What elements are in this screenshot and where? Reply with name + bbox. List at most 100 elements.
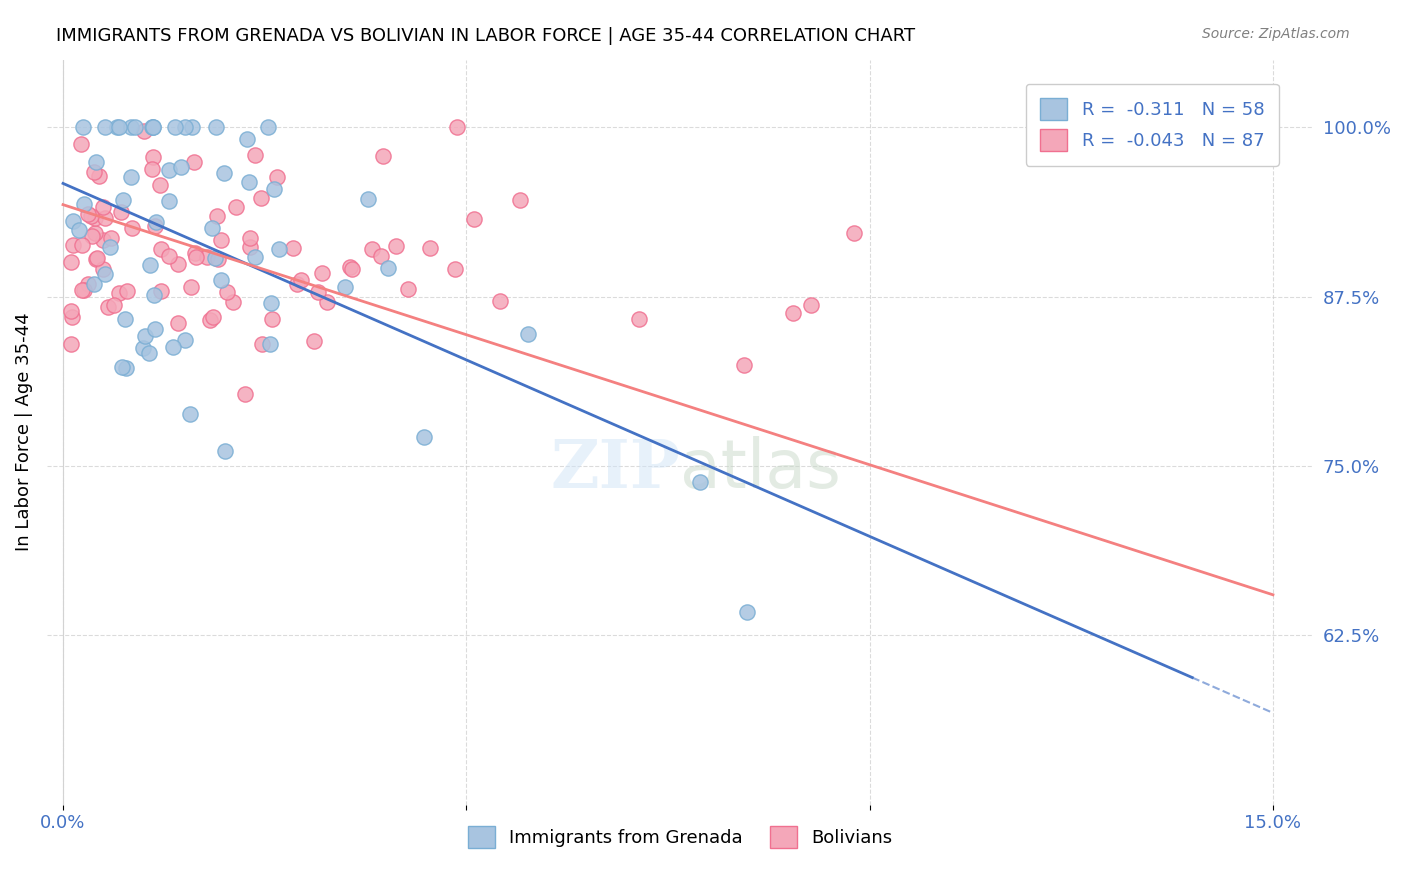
Point [205,120,228,135]
Point [174,120,197,135]
Point [186,250,208,264]
Point [262,312,284,326]
Point [446,120,468,135]
Point [138,346,160,360]
Point [84,154,107,169]
Point [304,334,326,349]
Point [245,250,267,264]
Point [340,262,363,277]
Point [735,605,758,619]
Point [93,120,115,135]
Point [689,475,711,490]
Text: atlas: atlas [681,436,841,502]
Point [134,124,156,138]
Point [167,316,190,330]
Point [91,262,114,277]
Point [120,120,142,135]
Point [257,120,280,135]
Point [243,148,266,162]
Point [84,252,107,266]
Point [60,255,83,269]
Point [311,266,333,280]
Point [159,163,181,178]
Point [373,149,395,163]
Point [120,170,142,185]
Point [377,261,399,276]
Point [419,241,441,255]
Point [98,240,121,254]
Legend: R =  -0.311   N = 58, R =  -0.043   N = 87: R = -0.311 N = 58, R = -0.043 N = 87 [1026,84,1279,166]
Point [239,240,262,254]
Point [357,192,380,206]
Point [134,329,156,343]
Point [112,193,135,207]
Point [110,359,132,374]
Point [627,311,650,326]
Point [72,283,94,297]
Text: Source: ZipAtlas.com: Source: ZipAtlas.com [1202,27,1350,41]
Point [73,197,96,211]
Point [225,200,247,214]
Point [339,260,361,274]
Point [150,242,173,256]
Point [263,182,285,196]
Point [212,165,235,179]
Point [100,231,122,245]
Point [97,300,120,314]
Point [77,277,100,292]
Point [335,279,357,293]
Point [60,304,83,318]
Point [360,242,382,256]
Point [233,386,256,401]
Point [413,429,436,443]
Point [103,298,125,312]
Point [250,337,273,351]
Point [396,282,419,296]
Point [250,191,273,205]
Point [222,294,245,309]
Point [782,306,804,320]
Point [142,288,165,302]
Point [209,233,232,247]
Point [385,239,408,253]
Point [132,341,155,355]
Point [82,229,104,244]
Point [143,219,166,234]
Point [181,120,204,135]
Point [121,221,143,235]
Point [141,120,163,135]
Point [209,273,232,287]
Point [207,252,229,266]
Point [517,327,540,342]
Point [285,277,308,291]
Point [238,175,260,189]
Point [733,359,755,373]
Point [800,298,823,312]
Point [204,251,226,265]
Point [236,132,259,146]
Point [269,242,291,256]
Point [115,284,138,298]
Point [83,277,105,292]
Point [179,407,201,421]
Point [307,285,329,300]
Point [283,241,305,255]
Point [141,120,163,135]
Point [70,136,93,151]
Point [315,294,337,309]
Point [217,285,239,300]
Point [214,444,236,458]
Point [87,169,110,183]
Point [202,310,225,324]
Point [238,230,260,244]
Text: ZIP: ZIP [550,437,681,502]
Point [149,178,172,192]
Point [110,204,132,219]
Point [83,226,105,240]
Point [165,120,187,135]
Point [444,262,467,277]
Point [141,161,163,176]
Point [60,310,83,324]
Point [162,340,184,354]
Point [62,213,84,227]
